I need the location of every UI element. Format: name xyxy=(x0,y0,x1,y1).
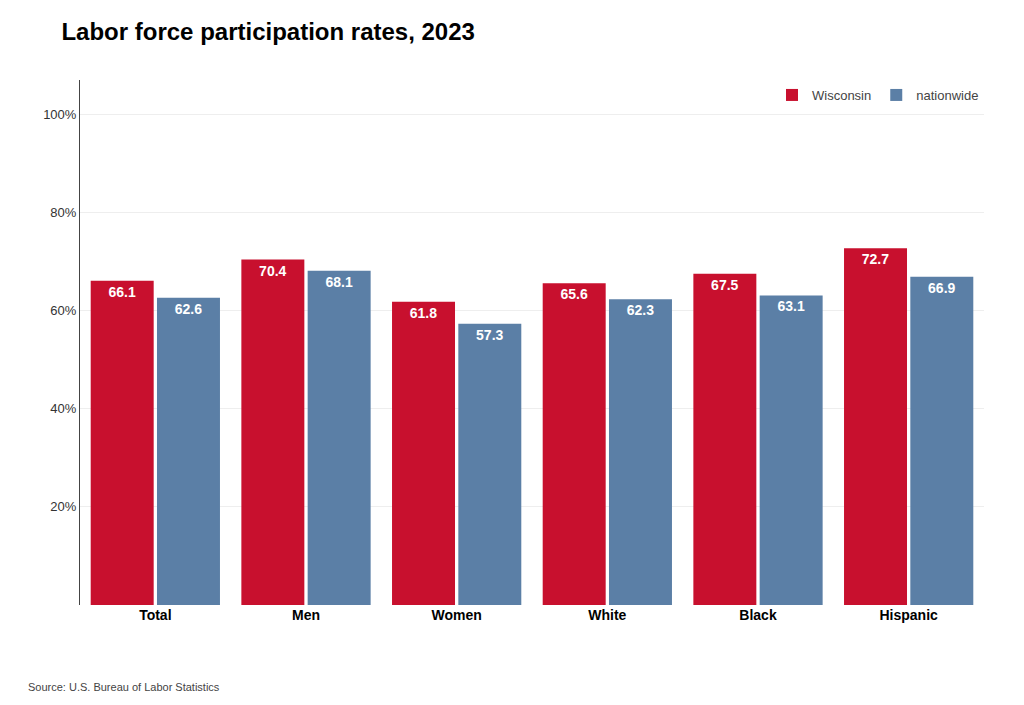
svg-text:60%: 60% xyxy=(50,303,76,318)
svg-text:63.1: 63.1 xyxy=(777,298,804,314)
svg-text:100%: 100% xyxy=(43,107,77,122)
svg-text:62.3: 62.3 xyxy=(627,302,654,318)
svg-text:57.3: 57.3 xyxy=(476,327,503,343)
svg-text:Total: Total xyxy=(139,607,171,623)
svg-text:nationwide: nationwide xyxy=(916,88,978,103)
svg-text:Black: Black xyxy=(739,607,777,623)
svg-text:White: White xyxy=(588,607,626,623)
svg-text:70.4: 70.4 xyxy=(259,263,286,279)
svg-text:Men: Men xyxy=(292,607,320,623)
svg-text:72.7: 72.7 xyxy=(862,251,889,267)
svg-text:Labor force participation rate: Labor force participation rates, 2023 xyxy=(61,18,474,45)
svg-text:20%: 20% xyxy=(50,499,76,514)
svg-text:Wisconsin: Wisconsin xyxy=(812,88,871,103)
svg-text:66.1: 66.1 xyxy=(108,284,135,300)
svg-text:68.1: 68.1 xyxy=(325,274,352,290)
svg-text:40%: 40% xyxy=(50,401,76,416)
svg-text:Women: Women xyxy=(432,607,482,623)
svg-text:62.6: 62.6 xyxy=(175,301,202,317)
svg-text:Hispanic: Hispanic xyxy=(879,607,938,623)
svg-text:80%: 80% xyxy=(50,205,76,220)
svg-text:66.9: 66.9 xyxy=(928,280,955,296)
svg-text:61.8: 61.8 xyxy=(410,305,437,321)
svg-text:Source: U.S. Bureau of Labor S: Source: U.S. Bureau of Labor Statistics xyxy=(28,681,220,693)
svg-text:65.6: 65.6 xyxy=(560,286,587,302)
svg-text:67.5: 67.5 xyxy=(711,277,738,293)
